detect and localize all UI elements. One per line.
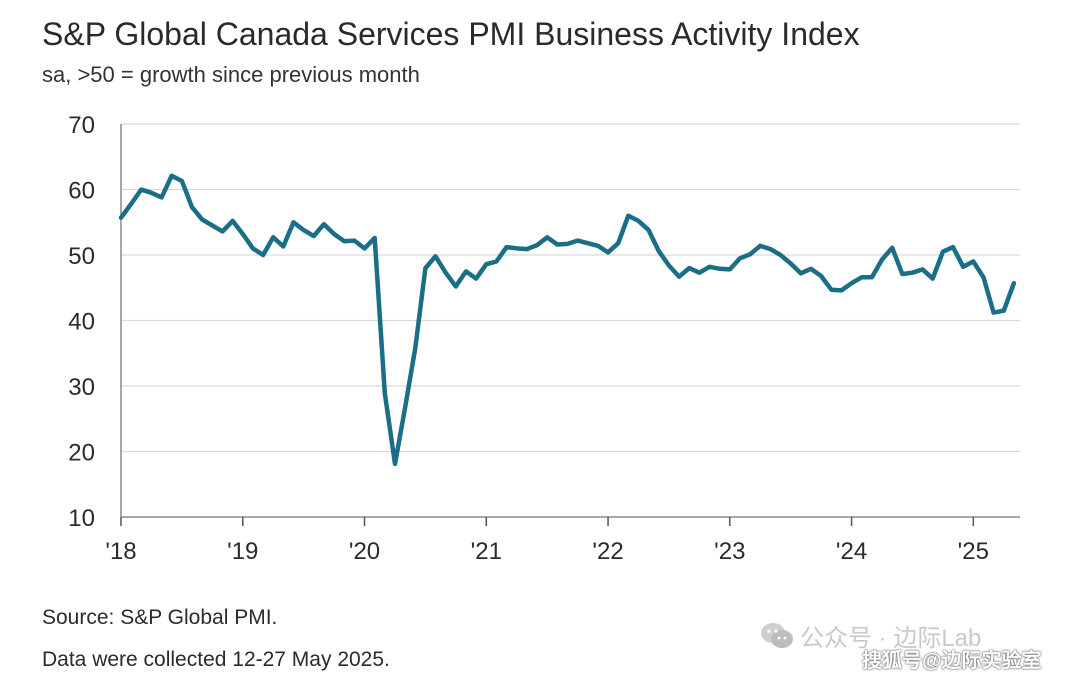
series-layer xyxy=(118,173,1017,467)
chart-title: S&P Global Canada Services PMI Business … xyxy=(42,16,860,52)
y-tick-label: 70 xyxy=(68,112,95,139)
x-tick-label: '21 xyxy=(471,538,502,565)
wechat-icon xyxy=(760,622,794,650)
site-watermark: 搜狐号@边际实验室 xyxy=(862,650,1042,672)
x-tick-label: '24 xyxy=(836,538,867,565)
chart-subtitle: sa, >50 = growth since previous month xyxy=(42,62,420,87)
x-tick-label: '20 xyxy=(349,538,380,565)
x-tick-label: '22 xyxy=(592,538,623,565)
x-tick-label: '23 xyxy=(714,538,745,565)
line-chart: 10 20 30 40 50 60 70 '18 '19 '20 '21 '22 '23 '24 '25 xyxy=(68,112,1020,565)
y-tick-label: 10 xyxy=(68,505,95,532)
watermark-text: 公众号 · 边际Lab xyxy=(800,625,982,652)
x-axis: '18 '19 '20 '21 '22 '23 '24 '25 xyxy=(105,517,989,565)
x-tick-label: '25 xyxy=(958,538,989,565)
x-tick-label: '18 xyxy=(105,538,136,565)
y-tick-label: 30 xyxy=(68,374,95,401)
source-note: Source: S&P Global PMI. xyxy=(42,606,278,629)
y-tick-label: 60 xyxy=(68,178,95,205)
y-tick-label: 40 xyxy=(68,309,95,336)
gridlines xyxy=(120,123,1020,518)
x-tick-label: '19 xyxy=(227,538,258,565)
series-line xyxy=(118,173,1017,467)
y-axis: 10 20 30 40 50 60 70 xyxy=(68,112,95,532)
y-tick-label: 50 xyxy=(68,243,95,270)
collection-note: Data were collected 12-27 May 2025. xyxy=(42,648,390,671)
y-tick-label: 20 xyxy=(68,440,95,467)
watermark: 公众号 · 边际Lab xyxy=(760,618,981,653)
